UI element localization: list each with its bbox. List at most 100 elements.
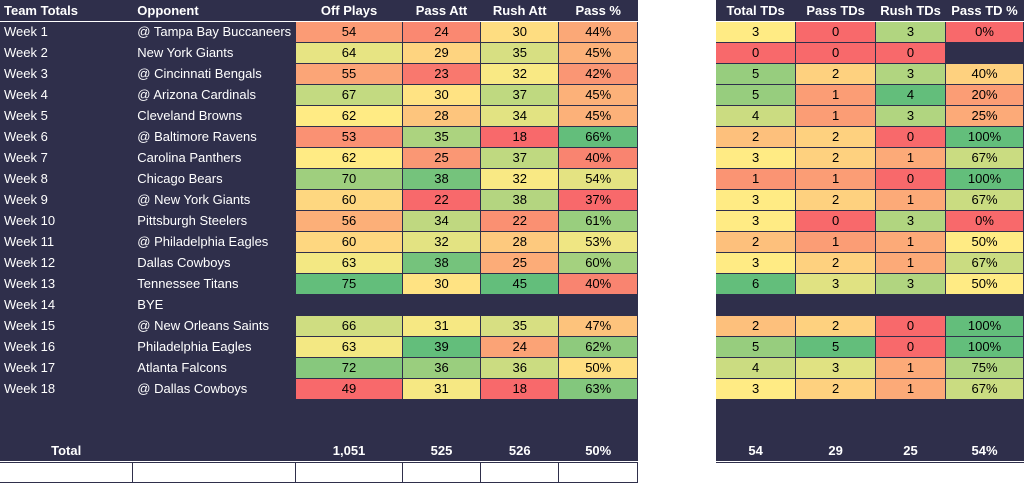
td-cell: 3 xyxy=(716,210,797,232)
column-header: Total TDs xyxy=(716,0,797,22)
total-cell: 525 xyxy=(402,440,482,462)
td-cell: 2 xyxy=(795,147,877,169)
td-cell: 3 xyxy=(795,357,877,379)
total-row: Total 1,051 525 526 50% xyxy=(0,440,638,462)
stat-cell: 54 xyxy=(295,21,403,43)
week-row: Week 17 Atlanta Falcons 72 36 36 50% xyxy=(0,357,638,379)
column-header: Team Totals xyxy=(0,0,134,22)
td-row: 3 2 1 67% xyxy=(716,252,1024,274)
stat-cell: 60% xyxy=(558,252,638,274)
td-cell: 0% xyxy=(945,21,1024,43)
team-totals-table: Team Totals Opponent Off Plays Pass Att Rush… xyxy=(0,0,638,483)
td-cell: 100% xyxy=(945,336,1024,358)
opponent-name: Pittsburgh Steelers xyxy=(132,210,297,232)
total-cell: 29 xyxy=(795,440,877,462)
td-cell: 100% xyxy=(945,126,1024,148)
td-cell: 0% xyxy=(945,210,1024,232)
td-cell: 67% xyxy=(945,147,1024,169)
stat-cell: 75 xyxy=(295,273,403,295)
stat-cell: 24 xyxy=(402,21,482,43)
td-cell: 1 xyxy=(795,105,877,127)
week-label: Week 16 xyxy=(0,336,134,358)
week-row: Week 7 Carolina Panthers 62 25 37 40% xyxy=(0,147,638,169)
opponent-name: @ Dallas Cowboys xyxy=(132,378,297,400)
td-cell xyxy=(875,294,947,316)
stat-cell: 67 xyxy=(295,84,403,106)
td-cell: 0 xyxy=(795,210,877,232)
td-cell: 3 xyxy=(875,63,947,85)
week-row: Week 4 @ Arizona Cardinals 67 30 37 45% xyxy=(0,84,638,106)
week-label: Week 10 xyxy=(0,210,134,232)
total-cell: 54% xyxy=(945,440,1024,462)
td-cell: 3 xyxy=(795,273,877,295)
td-cell: 2 xyxy=(795,252,877,274)
week-label: Week 7 xyxy=(0,147,134,169)
stat-cell: 40% xyxy=(558,147,638,169)
stat-cell: 30 xyxy=(402,273,482,295)
header-row: Total TDs Pass TDs Rush TDs Pass TD % xyxy=(716,0,1024,22)
opponent-name: @ New Orleans Saints xyxy=(132,315,297,337)
td-cell: 3 xyxy=(716,252,797,274)
td-row: 5 1 4 20% xyxy=(716,84,1024,106)
td-cell: 0 xyxy=(716,42,797,64)
td-cell xyxy=(795,294,877,316)
td-row: 1 1 0 100% xyxy=(716,168,1024,190)
week-label: Week 18 xyxy=(0,378,134,400)
stat-cell: 35 xyxy=(480,315,560,337)
total-cell: 50% xyxy=(558,440,638,462)
stat-cell: 22 xyxy=(402,189,482,211)
td-cell: 2 xyxy=(795,378,877,400)
week-label: Week 9 xyxy=(0,189,134,211)
week-row: Week 14 BYE xyxy=(0,294,638,316)
td-cell: 0 xyxy=(875,42,947,64)
week-row: Week 5 Cleveland Browns 62 28 34 45% xyxy=(0,105,638,127)
stat-cell: 63 xyxy=(295,252,403,274)
td-cell: 4 xyxy=(875,84,947,106)
week-row: Week 3 @ Cincinnati Bengals 55 23 32 42% xyxy=(0,63,638,85)
week-label: Week 17 xyxy=(0,357,134,379)
td-cell: 1 xyxy=(875,189,947,211)
td-row: 4 1 3 25% xyxy=(716,105,1024,127)
stat-cell: 45% xyxy=(558,84,638,106)
stat-cell: 38 xyxy=(402,168,482,190)
td-cell: 1 xyxy=(875,231,947,253)
td-cell: 25% xyxy=(945,105,1024,127)
week-row: Week 6 @ Baltimore Ravens 53 35 18 66% xyxy=(0,126,638,148)
spacer-row xyxy=(716,399,1024,421)
td-cell: 1 xyxy=(716,168,797,190)
week-label: Week 11 xyxy=(0,231,134,253)
stat-cell: 25 xyxy=(402,147,482,169)
per-game-cell: 31 xyxy=(480,461,560,483)
stat-cell: 34 xyxy=(402,210,482,232)
td-cell xyxy=(716,294,797,316)
column-header: Opponent xyxy=(132,0,297,22)
stat-cell: 28 xyxy=(480,231,560,253)
stat-cell: 63% xyxy=(558,378,638,400)
td-cell: 5 xyxy=(716,63,797,85)
week-label: Week 14 xyxy=(0,294,134,316)
week-label: Week 13 xyxy=(0,273,134,295)
td-cell: 67% xyxy=(945,189,1024,211)
td-cell: 1 xyxy=(795,168,877,190)
td-cell: 100% xyxy=(945,315,1024,337)
week-row: Week 13 Tennessee Titans 75 30 45 40% xyxy=(0,273,638,295)
column-header: Rush Att xyxy=(480,0,560,22)
td-cell: 0 xyxy=(875,336,947,358)
spacer-row xyxy=(716,420,1024,441)
stat-cell: 50% xyxy=(558,357,638,379)
stat-cell: 60 xyxy=(295,189,403,211)
stat-cell: 62 xyxy=(295,147,403,169)
td-cell: 2 xyxy=(795,126,877,148)
per-game-cell: 50% xyxy=(558,461,638,483)
stat-cell: 66% xyxy=(558,126,638,148)
stat-cell: 32 xyxy=(480,63,560,85)
td-cell: 3 xyxy=(716,21,797,43)
total-row: 54 29 25 54% xyxy=(716,440,1024,462)
td-row: 5 5 0 100% xyxy=(716,336,1024,358)
opponent-name: @ Tampa Bay Buccaneers xyxy=(132,21,297,43)
opponent-name: @ Cincinnati Bengals xyxy=(132,63,297,85)
column-header: Rush TDs xyxy=(875,0,947,22)
stat-cell: 45% xyxy=(558,105,638,127)
stat-cell: 32 xyxy=(402,231,482,253)
stat-cell: 37 xyxy=(480,147,560,169)
